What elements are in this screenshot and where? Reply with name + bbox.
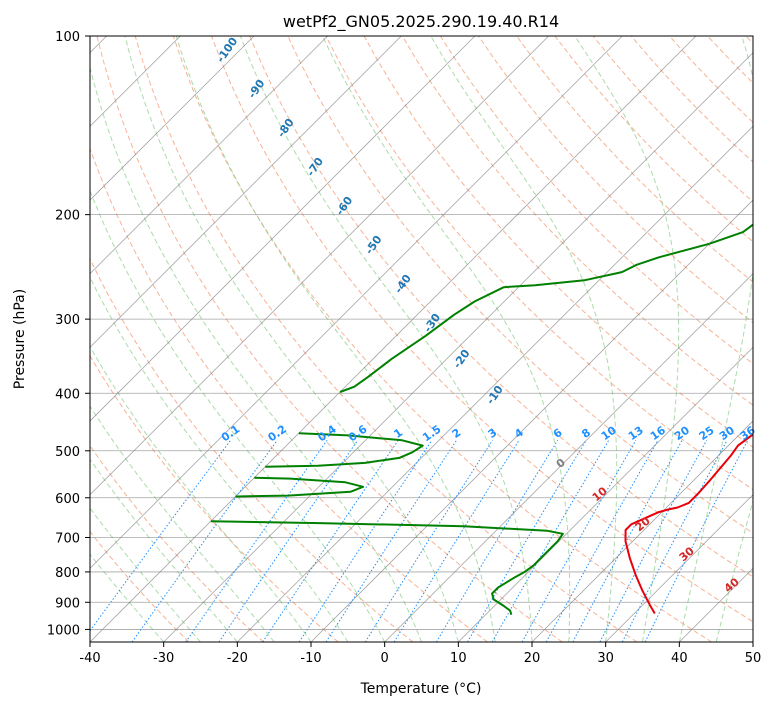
isotherm <box>90 36 255 201</box>
x-tick-label: 20 <box>524 651 541 666</box>
dry-adiabat <box>401 36 753 406</box>
moist-adiabat <box>322 36 571 642</box>
y-tick-label: 700 <box>55 532 80 547</box>
y-axis-title: Pressure (hPa) <box>12 289 28 389</box>
mixing-ratio-line <box>298 440 433 642</box>
mixing-ratio-line <box>90 439 231 632</box>
y-tick-label: 300 <box>55 313 80 328</box>
mixing-ratio-line <box>393 440 520 642</box>
dewpoint-profile <box>235 476 365 498</box>
x-tick-label: -10 <box>300 651 321 666</box>
dry-adiabat <box>439 36 753 365</box>
isotherm <box>163 52 753 642</box>
dewpoint-profile <box>339 223 753 393</box>
chart-title: wetPf2_GN05.2025.290.19.40.R14 <box>283 12 559 32</box>
x-tick-label: 10 <box>450 651 467 666</box>
dry-adiabat <box>134 36 638 642</box>
mixing-ratio-line <box>491 440 610 642</box>
mixing-ratio-line <box>325 440 457 642</box>
mixing-ratio-line <box>467 440 587 642</box>
moist-adiabat <box>90 458 238 642</box>
temperature-profile <box>624 432 753 615</box>
mixing-ratio-line <box>435 440 559 642</box>
y-tick-label: 400 <box>55 387 80 402</box>
mixing-ratio-line <box>262 440 399 642</box>
isotherm <box>90 36 476 422</box>
isotherm <box>458 346 753 642</box>
y-tick-label: 500 <box>55 445 80 460</box>
y-tick-label: 200 <box>55 209 80 224</box>
y-tick-label: 100 <box>55 30 80 45</box>
dry-adiabat <box>516 36 753 283</box>
dewpoint-profile <box>265 432 424 468</box>
x-tick-label: -30 <box>153 651 174 666</box>
isotherm <box>531 420 753 642</box>
isotherm <box>90 36 549 496</box>
x-axis-title: Temperature (°C) <box>360 681 482 697</box>
mixing-ratio-line <box>572 440 683 642</box>
mixing-ratio-line <box>218 440 359 642</box>
dry-adiabat <box>90 354 339 642</box>
isotherm <box>90 36 697 642</box>
moist-adiabat <box>239 36 533 642</box>
y-tick-label: 600 <box>55 492 80 507</box>
isotherm <box>310 199 753 642</box>
moist-adiabat <box>90 189 386 642</box>
isotherm <box>237 125 753 642</box>
background-lines <box>90 36 753 642</box>
dry-adiabat <box>172 36 712 642</box>
moist-adiabat <box>715 498 753 642</box>
isotherm <box>605 494 753 642</box>
x-tick-label: -20 <box>227 651 248 666</box>
plot-frame <box>89 35 754 643</box>
dry-adiabat <box>90 147 488 642</box>
data-lines <box>210 223 753 616</box>
moist-adiabat <box>90 405 275 642</box>
dry-adiabat <box>249 36 753 578</box>
axes: -40 -30 -20 -10 0 10 20 30 40 50 100 200 300 400 500 60… <box>47 30 761 666</box>
x-tick-label: 30 <box>597 651 614 666</box>
x-tick-label: 0 <box>381 651 389 666</box>
y-tick-label: 900 <box>55 596 80 611</box>
moist-adiabat <box>574 36 680 642</box>
isotherm <box>384 273 753 642</box>
moist-adiabat <box>90 276 349 642</box>
x-tick-label: -40 <box>79 651 100 666</box>
dewpoint-profile <box>210 520 564 616</box>
dry-adiabat <box>96 36 563 642</box>
dry-adiabat <box>211 36 753 623</box>
x-tick-label: 40 <box>671 651 688 666</box>
dry-adiabat <box>90 444 264 642</box>
isotherm <box>90 36 402 348</box>
isotherm <box>90 36 328 275</box>
moist-adiabat <box>124 36 459 642</box>
dry-adiabat <box>325 36 753 491</box>
mixing-ratio-line <box>185 440 328 642</box>
isotherm <box>90 36 623 569</box>
dry-adiabat <box>90 530 190 642</box>
moist-adiabat <box>175 36 496 642</box>
mixing-ratio-line <box>364 440 493 642</box>
y-tick-label: 800 <box>55 566 80 581</box>
y-tick-label: 1000 <box>47 623 80 638</box>
mixing-ratio-line <box>599 440 708 642</box>
mixing-ratio-line <box>621 440 728 642</box>
moist-adiabat <box>678 36 753 642</box>
x-tick-label: 50 <box>745 651 762 666</box>
moist-adiabat <box>430 36 618 642</box>
